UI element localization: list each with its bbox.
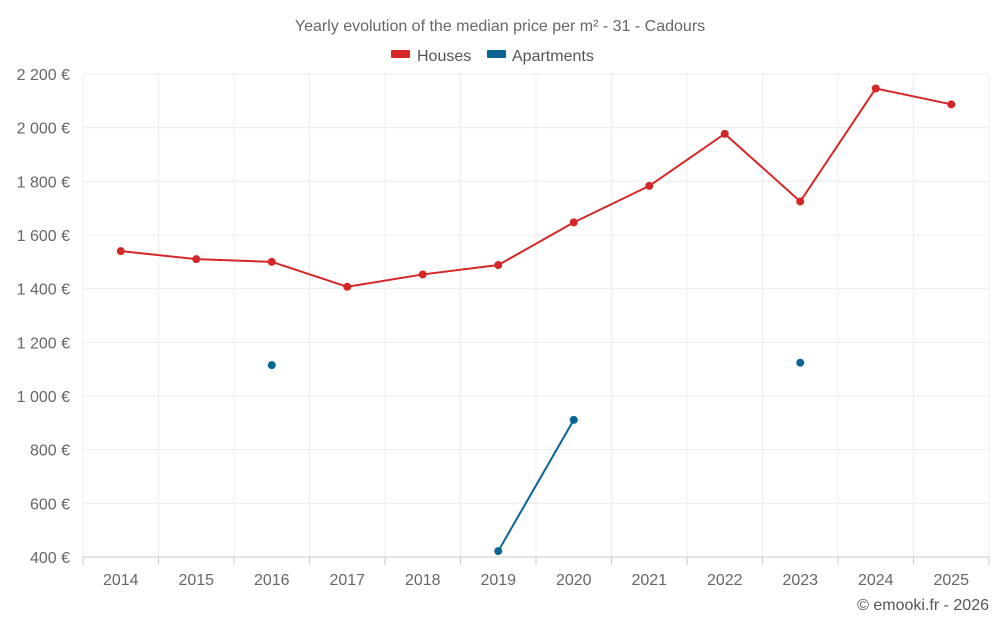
houses-point-2015[interactable] [192, 255, 201, 264]
legend: Houses Apartments [391, 48, 594, 65]
houses-point-2017[interactable] [343, 282, 352, 291]
credit-text: © emooki.fr - 2026 [857, 597, 989, 614]
y-tick-label: 800 € [30, 443, 70, 460]
houses-line [120, 87, 952, 288]
houses-point-2024[interactable] [871, 84, 880, 93]
y-tick-label: 1 600 € [17, 228, 70, 245]
y-tick-label: 1 000 € [17, 389, 70, 406]
apartments-point-2023[interactable] [796, 358, 805, 367]
legend-swatch-houses [391, 50, 410, 58]
houses-point-2021[interactable] [645, 181, 654, 190]
series-houses [116, 84, 956, 291]
legend-item-apartments[interactable]: Apartments [487, 48, 594, 65]
y-tick-label: 600 € [30, 496, 70, 513]
y-tick-label: 400 € [30, 550, 70, 567]
legend-label-houses: Houses [417, 48, 471, 65]
houses-point-2019[interactable] [494, 261, 503, 270]
y-tick-label: 1 200 € [17, 335, 70, 352]
houses-point-2025[interactable] [947, 100, 956, 109]
apartments-line [497, 419, 575, 552]
y-tick-label: 1 400 € [17, 282, 70, 299]
x-tick-label: 2024 [858, 572, 894, 589]
x-tick-label: 2021 [631, 572, 667, 589]
x-tick-label: 2022 [707, 572, 743, 589]
y-axis: 400 € 600 € 800 € 1 000 € 1 200 € 1 400 € 1 60… [17, 67, 70, 567]
x-tick-label: 2015 [178, 572, 214, 589]
legend-item-houses[interactable]: Houses [391, 48, 471, 65]
x-tick-label: 2020 [556, 572, 592, 589]
y-tick-label: 2 200 € [17, 67, 70, 84]
chart-title: Yearly evolution of the median price per… [295, 18, 705, 35]
legend-label-apartments: Apartments [512, 48, 594, 65]
houses-point-2023[interactable] [796, 197, 805, 206]
y-tick-label: 1 800 € [17, 174, 70, 191]
houses-point-2018[interactable] [418, 270, 427, 279]
x-tick-label: 2014 [103, 572, 139, 589]
houses-point-2016[interactable] [267, 257, 276, 266]
houses-point-2020[interactable] [569, 218, 578, 227]
houses-point-2022[interactable] [720, 129, 729, 138]
x-axis: 2014 2015 2016 2017 2018 2019 2020 2021 2022 2023… [82, 556, 990, 589]
x-tick-label: 2023 [782, 572, 818, 589]
x-tick-label: 2025 [933, 572, 969, 589]
y-tick-label: 2 000 € [17, 121, 70, 138]
x-tick-label: 2017 [329, 572, 365, 589]
legend-swatch-apartments [487, 50, 506, 58]
apartments-point-2019[interactable] [494, 547, 503, 556]
grid [82, 73, 990, 557]
apartments-point-2016[interactable] [267, 361, 276, 370]
series-apartments [267, 358, 805, 556]
x-tick-label: 2016 [254, 572, 290, 589]
apartments-point-2020[interactable] [569, 415, 578, 424]
plot-series [116, 84, 956, 556]
x-tick-label: 2019 [480, 572, 516, 589]
houses-point-2014[interactable] [116, 247, 125, 256]
x-tick-label: 2018 [405, 572, 441, 589]
